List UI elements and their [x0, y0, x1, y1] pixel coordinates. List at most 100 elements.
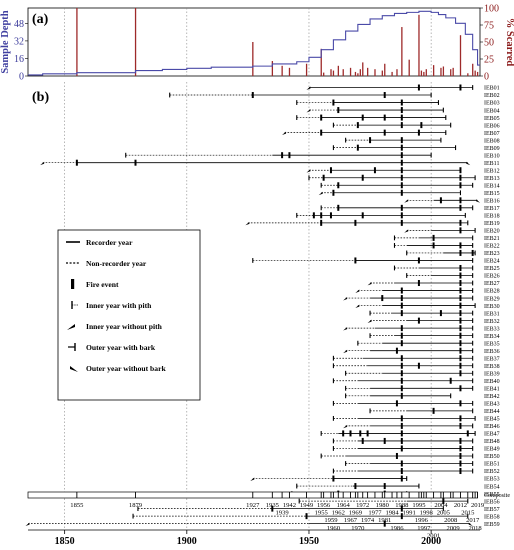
sample-row-IEB43: IEB43	[332, 400, 500, 408]
fire-event-1988	[400, 437, 403, 444]
sample-row-IEB37: IEB37	[332, 355, 500, 362]
fire-event-2012	[459, 264, 462, 271]
sample-id-label: IEB35	[484, 341, 500, 347]
scar-bar-1962	[337, 65, 339, 76]
fire-event-1988	[400, 189, 403, 196]
legend-swatch	[67, 324, 75, 330]
fire-event-1969	[354, 257, 357, 264]
sample-id-label: IEB13	[484, 176, 500, 182]
scar-bar-1935	[271, 61, 274, 76]
fire-event-2012	[459, 385, 462, 392]
fire-event-1988	[400, 422, 403, 429]
legend-item-nobark: Outer year without bark	[70, 364, 166, 373]
fire-event-2012	[459, 249, 462, 256]
fire-event-1977	[373, 167, 376, 174]
fire-event-1962	[337, 204, 340, 211]
sample-id-label: IEB56	[484, 499, 500, 505]
fire-event-1988	[400, 325, 403, 332]
sample-row-IEB06: IEB06	[332, 122, 500, 129]
fire-event-1972	[361, 114, 364, 121]
inner-no-pith-mark	[282, 131, 287, 136]
legend-label-nonrecorder: Non-recorder year	[86, 259, 147, 268]
scar-bar-2008	[450, 69, 452, 76]
scar-bar-1956	[323, 72, 325, 76]
panel-b-label: (b)	[32, 90, 49, 105]
sample-row-IEB05: IEB05	[296, 114, 500, 122]
sample-id-label: IEB14	[484, 183, 500, 189]
scar-bar-2009	[452, 67, 454, 76]
fire-event-1981	[383, 92, 386, 99]
fire-event-1995	[417, 84, 420, 91]
sample-id-label: IEB05	[484, 116, 500, 122]
sample-row-IEB52: IEB52	[332, 468, 500, 475]
fire-event-2012	[459, 370, 462, 377]
sample-id-label: IEB03	[484, 101, 500, 107]
sample-id-label: IEB16	[484, 199, 500, 205]
sample-row-IEB27: IEB27	[367, 280, 500, 287]
fire-event-1986	[395, 347, 398, 354]
fire-event-1981	[383, 520, 386, 527]
inner-no-pith-mark	[306, 169, 311, 173]
fire-event-1988	[400, 152, 403, 159]
fire-event-1981	[383, 437, 386, 444]
fire-event-1960	[332, 189, 335, 196]
fire-event-1988	[400, 182, 403, 189]
sample-id-label: IEB07	[484, 131, 500, 137]
sample-id-label: IEB20	[484, 229, 500, 235]
sample-row-IEB44: IEB44	[369, 407, 500, 415]
sample-row-IEB25: IEB25	[393, 264, 500, 272]
fire-event-2015	[466, 430, 469, 437]
scar-bar-1997	[423, 71, 425, 76]
legend: Recorder year Non-recorder year Fire event…	[57, 229, 201, 401]
fire-event-1959	[329, 167, 332, 174]
sample-row-IEB16: IEB16	[404, 197, 500, 205]
inner-no-pith-mark	[355, 304, 360, 308]
sample-row-IEB36: IEB36	[343, 347, 500, 355]
sample-id-label: IEB29	[484, 296, 500, 302]
sample-row-IEB04: IEB04	[306, 107, 500, 114]
right-axis-label: % Scarred	[504, 18, 514, 67]
fire-event-1988	[400, 174, 403, 181]
sample-id-label: IEB26	[484, 274, 500, 280]
sample-id-label: IEB59	[484, 522, 500, 528]
sample-row-IEB56: IEB56	[298, 498, 500, 505]
sample-row-IEB46: IEB46	[343, 422, 500, 430]
legend-item-recorder: Recorder year	[66, 238, 133, 247]
sample-id-label: IEB50	[484, 454, 500, 460]
composite-year-1995: 1995	[412, 502, 426, 509]
fire-event-1855	[75, 159, 78, 166]
composite-year-1972: 1972	[356, 502, 369, 509]
fire-event-1988	[400, 445, 403, 452]
sample-id-label: IEB47	[484, 432, 500, 438]
fire-event-1988	[400, 107, 403, 114]
sample-id-label: IEB46	[484, 424, 500, 430]
sample-id-label: IEB40	[484, 379, 500, 385]
fire-event-2012	[459, 272, 462, 279]
sample-row-IEB38: IEB38	[332, 362, 500, 370]
fire-event-1986	[395, 452, 398, 459]
inner-no-pith-mark	[367, 282, 372, 286]
sample-row-IEB24: IEB24	[252, 257, 500, 265]
sample-row-IEB47: IEB47	[320, 430, 500, 438]
fire-event-1969	[354, 219, 357, 226]
composite-year-1959: 1959	[324, 517, 338, 524]
fire-event-1972	[361, 437, 364, 444]
fire-event-1988	[400, 460, 403, 467]
sample-row-IEB07: IEB07	[282, 129, 500, 137]
sample-id-label: IEB31	[484, 311, 500, 317]
composite-year-2019: 2019	[471, 502, 485, 509]
composite-year-1996: 1996	[415, 517, 429, 524]
fire-event-1988	[400, 332, 403, 339]
scar-bar-1977	[374, 69, 376, 76]
fire-event-1988	[400, 302, 403, 309]
composite-year-1988: 1988	[395, 502, 409, 509]
sample-row-IEB50: IEB50	[320, 452, 500, 460]
sample-row-IEB49: IEB49	[332, 445, 500, 453]
fire-event-2012	[459, 227, 462, 234]
inner-no-pith-mark	[306, 86, 311, 90]
scar-bar-1967	[349, 67, 352, 76]
sample-id-label: IEB04	[484, 108, 500, 114]
panel-a-reference-lines	[64, 8, 432, 76]
fire-event-1967	[349, 430, 352, 437]
fire-event-2012	[459, 332, 462, 339]
